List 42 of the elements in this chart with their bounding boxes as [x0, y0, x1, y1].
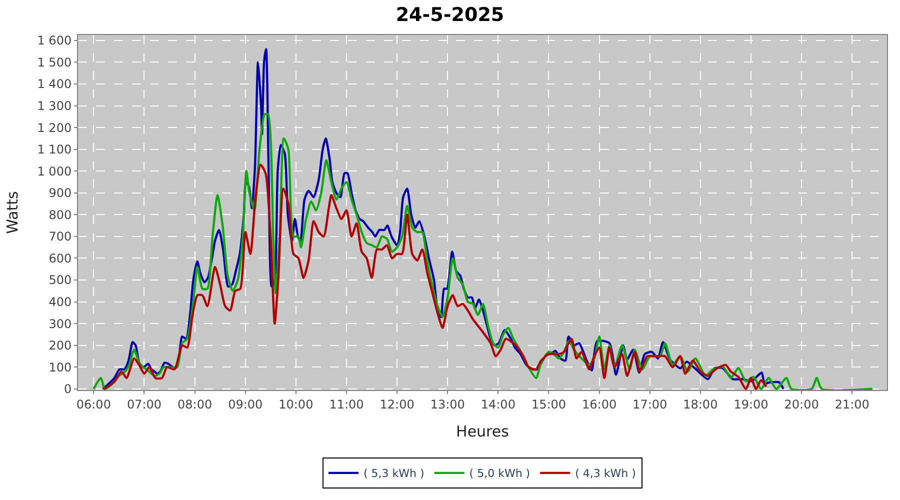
x-tick-label: 09:00	[228, 397, 263, 412]
x-tick-label: 21:00	[834, 397, 870, 412]
y-tick-label: 1 300	[37, 98, 72, 113]
y-tick-label: 700	[48, 230, 72, 244]
y-tick-label: 0	[64, 382, 72, 396]
x-tick-label: 13:00	[430, 397, 465, 412]
x-axis-title: Heures	[456, 422, 510, 440]
line-series	[102, 163, 768, 390]
y-tick-label: 200	[48, 338, 72, 353]
legend-label: ( 5,0 kWh )	[469, 467, 530, 480]
x-tick-label: 18:00	[683, 397, 718, 412]
x-tick-label: 15:00	[531, 397, 566, 412]
x-tick-label: 10:00	[278, 397, 314, 412]
y-tick-label: 1 200	[37, 120, 72, 135]
x-tick-label: 12:00	[380, 397, 414, 412]
x-tick-label: 08:00	[178, 397, 212, 412]
y-tick-label: 1 000	[37, 164, 72, 178]
x-tick-label: 19:00	[734, 397, 768, 412]
y-tick-label: 1 100	[37, 142, 72, 157]
x-tick-label: 20:00	[784, 397, 819, 412]
line-series	[92, 113, 874, 390]
y-tick-label: 800	[48, 208, 72, 222]
y-axis-title: Watts	[3, 191, 22, 234]
x-tick-label: 06:00	[76, 397, 111, 412]
y-tick-label: 600	[48, 251, 72, 266]
line-series	[102, 48, 784, 390]
y-tick-label: 900	[48, 186, 72, 200]
x-tick-label: 16:00	[582, 397, 617, 412]
y-tick-label: 1 400	[37, 77, 72, 92]
x-tick-label: 14:00	[480, 397, 516, 412]
y-tick-label: 500	[48, 273, 72, 288]
chart-title: 24-5-2025	[396, 4, 504, 26]
x-tick-label: 07:00	[126, 397, 162, 412]
legend-label: ( 5,3 kWh )	[364, 467, 424, 480]
legend-label: ( 4,3 kWh )	[575, 467, 636, 480]
y-tick-label: 1 600	[37, 34, 72, 48]
y-tick-label: 300	[48, 316, 72, 331]
y-tick-label: 100	[48, 360, 72, 374]
y-tick-label: 1 500	[37, 55, 72, 70]
x-tick-label: 17:00	[632, 397, 668, 412]
y-tick-label: 400	[48, 294, 72, 309]
x-tick-label: 11:00	[329, 397, 364, 412]
